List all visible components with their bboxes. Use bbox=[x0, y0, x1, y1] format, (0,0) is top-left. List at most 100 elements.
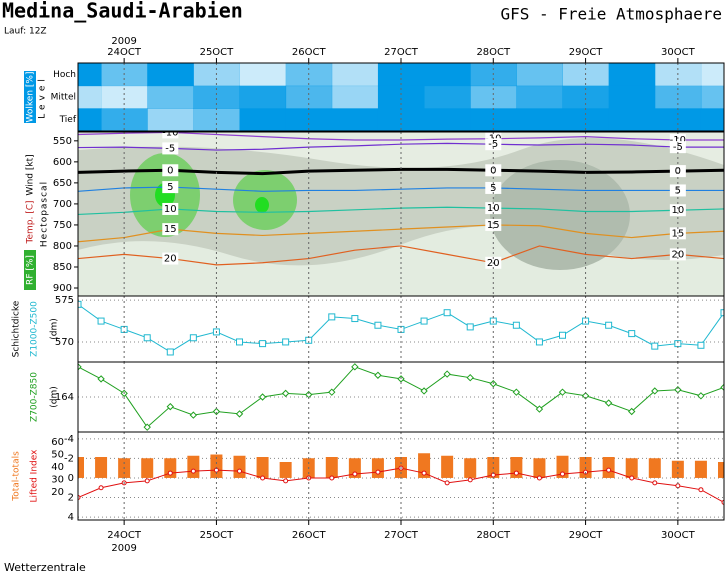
marker bbox=[536, 475, 542, 481]
cloud-cell bbox=[562, 85, 610, 109]
level-label: Level bbox=[38, 75, 48, 119]
y-tick-label: 575 bbox=[55, 295, 74, 306]
x-tick-label: 28OCT bbox=[476, 47, 511, 58]
y-tick-label: 0 bbox=[68, 473, 74, 484]
marker bbox=[651, 387, 659, 395]
contour-label: 10 bbox=[671, 205, 684, 216]
x-tick-label: 29OCT bbox=[569, 530, 604, 541]
bar bbox=[533, 458, 546, 478]
contour-label: -10 bbox=[162, 127, 178, 138]
title: Medina_Saudi-Arabien bbox=[2, 0, 243, 23]
contour-label-bg bbox=[485, 218, 502, 231]
contour-label: -10 bbox=[670, 135, 686, 146]
cloud-cell bbox=[78, 63, 102, 87]
marker bbox=[260, 475, 266, 481]
marker bbox=[98, 485, 104, 491]
marker bbox=[166, 402, 174, 411]
side-label: Temp. [C] bbox=[26, 200, 36, 244]
y-tick-label: -2 bbox=[64, 453, 74, 464]
cloud-cell bbox=[654, 85, 702, 109]
marker bbox=[443, 370, 451, 378]
marker bbox=[374, 371, 382, 379]
y-tick-label: 600 bbox=[53, 157, 72, 168]
cloud-cell bbox=[147, 85, 194, 109]
cloud-cell bbox=[377, 85, 425, 109]
bar bbox=[602, 457, 615, 478]
marker bbox=[720, 309, 724, 317]
cloud-cell bbox=[78, 85, 102, 109]
contour-label: 0 bbox=[167, 165, 173, 176]
contour-label: 20 bbox=[671, 249, 684, 260]
series-label: Z700-Z850 bbox=[30, 372, 40, 422]
y-tick-label: 750 bbox=[53, 220, 72, 231]
marker bbox=[558, 388, 567, 396]
bar bbox=[648, 458, 661, 478]
marker bbox=[420, 317, 428, 325]
marker bbox=[560, 471, 565, 477]
cloud-cell bbox=[424, 108, 471, 131]
marker bbox=[559, 331, 566, 339]
marker bbox=[512, 388, 521, 396]
marker bbox=[235, 410, 244, 418]
bar bbox=[233, 455, 246, 478]
cloud-cell bbox=[147, 63, 194, 87]
marker bbox=[189, 411, 198, 419]
shade bbox=[78, 132, 724, 168]
y-tick-label: 900 bbox=[53, 283, 72, 294]
bar bbox=[625, 458, 638, 478]
contour-label-bg bbox=[162, 142, 179, 155]
contour-label-bg bbox=[669, 184, 686, 197]
y-tick-label: -4 bbox=[64, 434, 74, 445]
run-label: Lauf: 12Z bbox=[4, 27, 47, 37]
cloud-cell bbox=[424, 85, 471, 109]
contour-label: 5 bbox=[675, 185, 681, 196]
cloud-cell bbox=[700, 108, 724, 131]
cloud-cell bbox=[470, 85, 517, 109]
bar bbox=[418, 453, 431, 478]
bar bbox=[348, 458, 361, 478]
y-tick-label: 650 bbox=[53, 178, 72, 189]
marker bbox=[375, 469, 381, 475]
cloud-cell bbox=[331, 108, 379, 131]
marker bbox=[604, 399, 613, 407]
contour-label: 10 bbox=[164, 204, 177, 215]
marker bbox=[282, 338, 290, 346]
marker bbox=[328, 388, 336, 396]
y-tick-label: 570 bbox=[55, 337, 74, 348]
y-tick-label: 850 bbox=[53, 262, 72, 273]
y2-tick-label: 30 bbox=[51, 475, 64, 486]
cloud-cell bbox=[78, 108, 102, 131]
marker bbox=[78, 300, 82, 308]
x-tick-label: 30OCT bbox=[661, 530, 696, 541]
marker bbox=[97, 317, 105, 325]
bar bbox=[141, 458, 154, 478]
contour-label-bg bbox=[162, 202, 179, 215]
year-label: 2009 bbox=[111, 36, 136, 47]
contour-label: 20 bbox=[164, 254, 177, 265]
marker bbox=[281, 389, 290, 398]
contour-label-bg bbox=[669, 165, 686, 178]
marker bbox=[189, 334, 197, 342]
bar bbox=[325, 457, 338, 478]
contour-label-bg bbox=[485, 138, 502, 151]
marker bbox=[143, 334, 151, 342]
cloud-cell bbox=[239, 63, 287, 87]
marker bbox=[258, 393, 267, 401]
row-label: Mittel bbox=[51, 93, 76, 103]
marker bbox=[212, 407, 221, 416]
x-tick-label: 30OCT bbox=[661, 47, 696, 58]
marker bbox=[466, 323, 474, 331]
cloud-cell bbox=[700, 85, 724, 109]
label-bg bbox=[24, 250, 36, 290]
cloud-cell bbox=[239, 85, 287, 109]
bar bbox=[256, 457, 269, 478]
marker bbox=[697, 392, 705, 400]
contour-label-bg bbox=[162, 164, 179, 177]
marker bbox=[466, 373, 474, 382]
contour-label-bg bbox=[485, 164, 502, 177]
marker bbox=[237, 468, 242, 474]
y2-tick-label: 60 bbox=[51, 437, 64, 448]
isotherm bbox=[78, 186, 724, 192]
marker bbox=[78, 363, 82, 371]
y-tick-label: 2 bbox=[68, 493, 74, 504]
